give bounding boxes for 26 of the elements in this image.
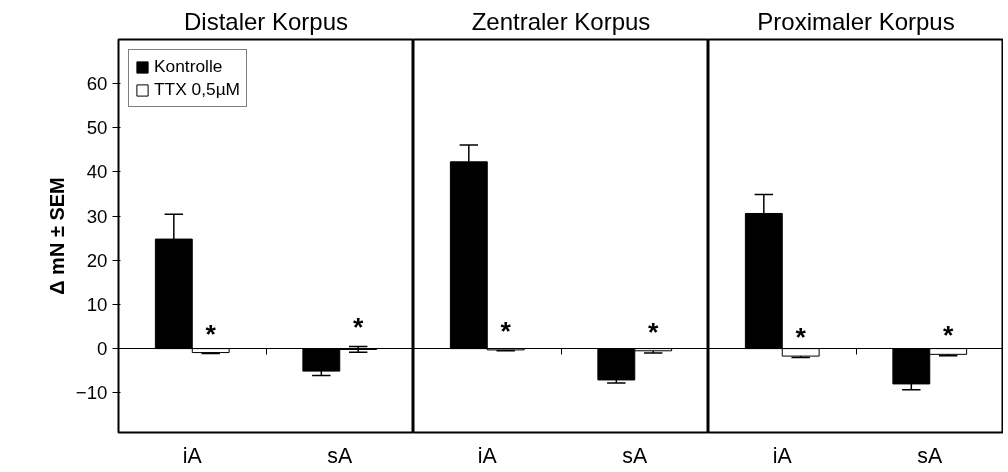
annotation: *: [943, 320, 954, 351]
chart-title: Proximaler Korpus: [757, 7, 955, 35]
annotation: *: [500, 315, 512, 346]
x-tick-label: sA: [917, 443, 943, 468]
y-axis-title: Δ mN ± SEM: [45, 177, 68, 295]
annotation: *: [205, 318, 217, 349]
annotation: *: [648, 316, 659, 347]
y-tick-label: 30: [86, 205, 108, 227]
y-tick-label: 10: [86, 293, 108, 315]
chart-title: Distaler Korpus: [183, 7, 349, 35]
y-tick-label: 20: [86, 249, 108, 271]
y-tick-label: 40: [86, 161, 108, 183]
y-tick-label: 0: [97, 338, 108, 360]
x-tick-label: iA: [477, 443, 498, 468]
y-tick-label: −10: [75, 382, 108, 404]
annotation: *: [795, 322, 807, 353]
y-tick-label: 50: [86, 117, 108, 139]
y-tick-label: 60: [86, 73, 108, 95]
chart-title: Zentraler Korpus: [471, 7, 651, 35]
legend-label: TTX 0,5µM: [154, 79, 241, 100]
annotation: *: [353, 312, 364, 343]
legend-label: Kontrolle: [154, 56, 223, 77]
x-tick-label: iA: [772, 443, 793, 468]
x-tick-label: iA: [182, 443, 203, 468]
x-tick-label: sA: [327, 443, 353, 468]
x-tick-label: sA: [622, 443, 648, 468]
